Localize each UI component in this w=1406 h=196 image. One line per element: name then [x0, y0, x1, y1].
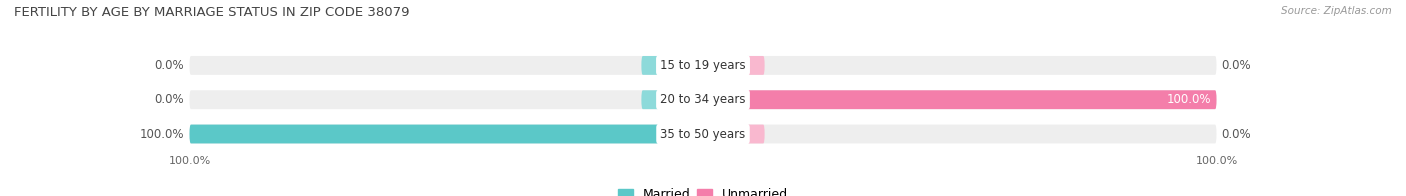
Text: Source: ZipAtlas.com: Source: ZipAtlas.com — [1281, 6, 1392, 16]
FancyBboxPatch shape — [703, 125, 765, 143]
Legend: Married, Unmarried: Married, Unmarried — [616, 186, 790, 196]
FancyBboxPatch shape — [190, 90, 1216, 109]
Text: 35 to 50 years: 35 to 50 years — [661, 128, 745, 141]
FancyBboxPatch shape — [190, 56, 1216, 75]
Text: 20 to 34 years: 20 to 34 years — [661, 93, 745, 106]
FancyBboxPatch shape — [703, 90, 1216, 109]
Text: 0.0%: 0.0% — [155, 59, 184, 72]
Text: 100.0%: 100.0% — [1167, 93, 1212, 106]
FancyBboxPatch shape — [703, 56, 765, 75]
Text: 100.0%: 100.0% — [139, 128, 184, 141]
Text: 0.0%: 0.0% — [155, 93, 184, 106]
Text: 0.0%: 0.0% — [1222, 128, 1251, 141]
FancyBboxPatch shape — [641, 56, 703, 75]
Text: FERTILITY BY AGE BY MARRIAGE STATUS IN ZIP CODE 38079: FERTILITY BY AGE BY MARRIAGE STATUS IN Z… — [14, 6, 409, 19]
Text: 0.0%: 0.0% — [1222, 59, 1251, 72]
FancyBboxPatch shape — [641, 90, 703, 109]
FancyBboxPatch shape — [190, 125, 1216, 143]
Text: 15 to 19 years: 15 to 19 years — [661, 59, 745, 72]
FancyBboxPatch shape — [190, 125, 703, 143]
